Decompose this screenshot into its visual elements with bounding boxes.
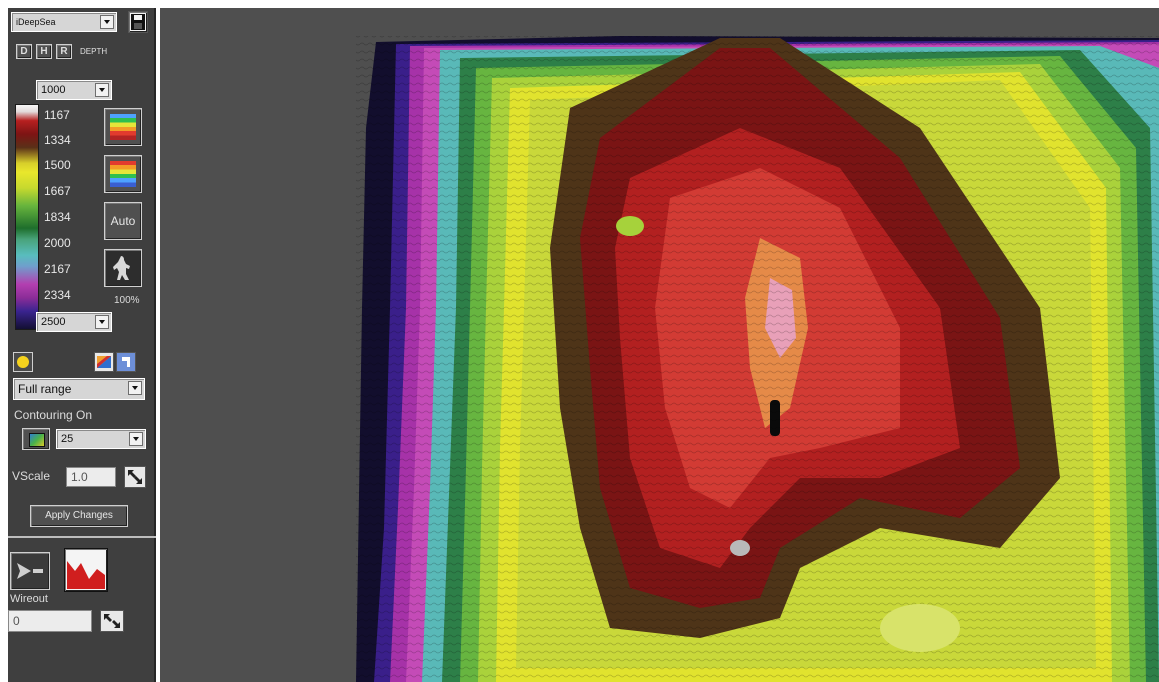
scale-tick-label: 2334 <box>44 288 71 302</box>
depth-color-scale <box>15 104 39 330</box>
chevron-down-icon[interactable] <box>95 83 109 97</box>
tool-button[interactable] <box>116 352 136 372</box>
chevron-down-icon[interactable] <box>95 315 109 329</box>
chevron-down-icon[interactable] <box>129 432 143 446</box>
tool-icon <box>122 357 130 367</box>
color-edit-button[interactable] <box>94 352 114 372</box>
contour-swatch-icon <box>29 433 45 447</box>
profile-view-button[interactable] <box>104 249 142 287</box>
chevron-down-icon[interactable] <box>128 381 142 395</box>
depth-min-value: 1000 <box>41 84 66 96</box>
scale-tick-label: 1500 <box>44 158 71 172</box>
wireout-input[interactable]: 0 <box>8 610 92 632</box>
scale-tick-label: 1167 <box>44 108 70 122</box>
contour-color-button[interactable] <box>22 428 50 450</box>
depth-mode-d-button[interactable]: D <box>16 44 32 59</box>
daylight-button[interactable] <box>13 352 33 372</box>
scale-tick-label: 1334 <box>44 133 71 147</box>
expand-arrows-icon <box>128 470 142 484</box>
depth-mode-h-button[interactable]: H <box>36 44 52 59</box>
sun-icon <box>17 356 29 368</box>
floppy-disk-icon <box>131 14 145 30</box>
auto-range-button[interactable]: Auto <box>104 202 142 240</box>
range-select[interactable]: Full range <box>13 378 145 400</box>
contour-interval-select[interactable]: 25 <box>56 429 146 449</box>
scale-tick-label: 2000 <box>44 236 71 250</box>
save-button[interactable] <box>128 11 148 33</box>
boat-button[interactable] <box>10 552 50 590</box>
depth-max-select[interactable]: 2500 <box>36 312 112 332</box>
depth-max-value: 2500 <box>41 316 66 328</box>
panel-divider <box>8 536 156 538</box>
rainbow-palette-icon <box>110 114 136 140</box>
palette-inverted-button[interactable] <box>104 155 142 193</box>
depth-label: DEPTH <box>80 47 108 56</box>
diver-silhouette-icon <box>113 256 130 280</box>
zoom-percent: 100% <box>114 295 140 306</box>
range-select-value: Full range <box>18 382 72 396</box>
scale-tick-label: 1834 <box>44 210 71 224</box>
contour-interval-value: 25 <box>61 433 74 445</box>
apply-changes-button[interactable]: Apply Changes <box>30 505 128 527</box>
bathymetry-map-view[interactable] <box>160 8 1159 682</box>
color-swatch-icon <box>97 356 111 368</box>
boat-icon <box>17 563 43 579</box>
depth-min-select[interactable]: 1000 <box>36 80 112 100</box>
palette-select[interactable]: iDeepSea <box>11 12 117 32</box>
control-panel: iDeepSea D H R DEPTH 1000 1167 1334 1500… <box>8 8 156 682</box>
palette-select-value: iDeepSea <box>16 17 56 27</box>
vscale-input[interactable]: 1.0 <box>66 467 116 487</box>
rainbow-palette-inverted-icon <box>110 161 136 187</box>
scale-tick-label: 2167 <box>44 262 71 276</box>
wireout-expand-button[interactable] <box>100 610 124 632</box>
bathymetry-map[interactable] <box>160 8 1159 682</box>
moon-icon[interactable] <box>38 354 54 370</box>
chevron-down-icon[interactable] <box>100 15 114 29</box>
vscale-expand-button[interactable] <box>124 466 146 488</box>
wireout-label: Wireout <box>10 593 48 605</box>
scale-tick-label: 1667 <box>44 184 71 198</box>
vscale-label: VScale <box>12 469 51 483</box>
profile-chart-button[interactable] <box>64 548 108 592</box>
palette-rainbow-button[interactable] <box>104 108 142 146</box>
depth-mode-r-button[interactable]: R <box>56 44 72 59</box>
contouring-label: Contouring On <box>14 408 93 422</box>
depth-profile-icon <box>67 561 105 589</box>
expand-arrows-icon <box>104 614 120 628</box>
